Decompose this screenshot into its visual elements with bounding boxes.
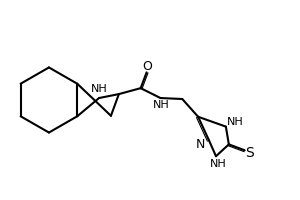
Text: N: N [195, 138, 205, 151]
Text: O: O [143, 60, 152, 73]
Text: NH: NH [153, 100, 170, 110]
Text: NH: NH [210, 159, 226, 169]
Text: NH: NH [226, 117, 243, 127]
Text: S: S [245, 146, 254, 160]
Text: NH: NH [91, 84, 107, 94]
